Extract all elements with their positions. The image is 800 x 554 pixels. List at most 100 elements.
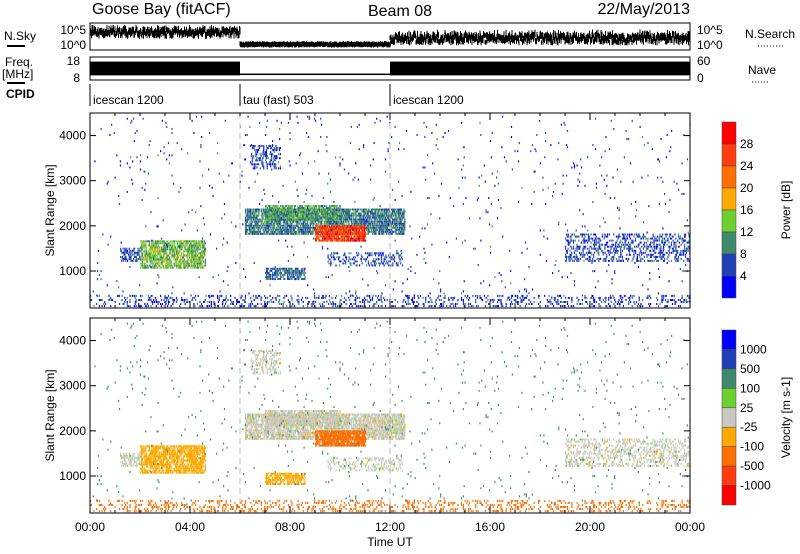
echo-cell — [307, 209, 309, 212]
echo-cell — [161, 256, 164, 259]
echo-cell — [283, 228, 285, 231]
echo-cell — [666, 243, 668, 246]
echo-cell — [204, 260, 206, 263]
echo-cell — [345, 218, 347, 221]
echo-cell — [385, 224, 387, 227]
echo-cell — [607, 245, 610, 248]
echo-cell — [293, 217, 296, 220]
echo-cell — [665, 235, 667, 238]
echo-cell — [634, 249, 636, 252]
echo-cell — [684, 247, 686, 250]
echo-cell — [279, 209, 281, 212]
echo-cell — [396, 224, 398, 227]
echo-cell — [203, 256, 205, 259]
echo-cell — [604, 247, 606, 250]
echo-cell — [178, 262, 180, 265]
echo-cell — [131, 251, 133, 254]
echo-cell — [366, 228, 368, 231]
echo-cell — [638, 243, 640, 246]
echo-cell — [289, 207, 291, 210]
echo-cell — [377, 208, 379, 211]
echo-cell — [278, 217, 280, 220]
echo-cell — [153, 246, 155, 249]
echo-cell — [199, 264, 201, 267]
echo-cell — [329, 205, 331, 208]
echo-cell — [363, 216, 365, 219]
echo-cell — [384, 212, 386, 215]
echo-cell — [304, 222, 306, 225]
echo-cell — [586, 233, 588, 236]
echo-cell — [573, 255, 575, 258]
echo-cell — [369, 222, 371, 225]
echo-cell — [308, 230, 311, 233]
echo-cell — [605, 257, 607, 260]
echo-cell — [279, 215, 282, 218]
echo-cell — [336, 213, 338, 216]
echo-cell — [153, 266, 155, 269]
echo-cell — [621, 249, 624, 252]
echo-cell — [342, 233, 344, 236]
echo-cell — [184, 242, 186, 245]
echo-cell — [203, 301, 205, 303]
echo-cell — [351, 228, 353, 231]
echo-cell — [167, 248, 169, 251]
echo-cell — [166, 242, 168, 245]
echo-cell — [632, 249, 634, 252]
echo-cell — [259, 218, 261, 221]
echo-cell — [290, 224, 292, 227]
echo-cell — [123, 253, 125, 256]
echo-cell — [355, 220, 357, 223]
echo-cell — [680, 243, 682, 246]
echo-cell — [387, 230, 389, 233]
echo-cell — [340, 225, 342, 228]
echo-cell — [362, 220, 364, 223]
echo-cell — [152, 264, 154, 267]
echo-cell — [322, 210, 324, 213]
echo-cell — [323, 229, 325, 232]
echo-cell — [270, 205, 272, 208]
echo-cell — [286, 217, 288, 220]
echo-cell — [402, 228, 404, 231]
echo-cell — [251, 163, 253, 166]
echo-cell — [161, 250, 163, 253]
echo-cell — [352, 231, 354, 234]
echo-cell — [129, 255, 131, 258]
echo-cell — [358, 214, 360, 217]
echo-cell — [336, 225, 339, 228]
echo-cell — [152, 260, 154, 263]
echo-cell — [582, 233, 584, 236]
echo-cell — [90, 294, 92, 297]
echo-cell — [261, 226, 263, 229]
echo-cell — [193, 256, 195, 259]
echo-cell — [222, 305, 224, 308]
echo-cell — [395, 232, 397, 235]
echo-cell — [201, 240, 203, 243]
echo-cell — [158, 250, 160, 253]
echo-cell — [327, 235, 329, 238]
echo-cell — [309, 209, 311, 212]
echo-cell — [305, 226, 307, 229]
echo-cell — [194, 244, 196, 247]
echo-cell — [584, 235, 586, 238]
echo-cell — [399, 222, 402, 225]
echo-cell — [157, 250, 159, 253]
echo-cell — [311, 232, 313, 235]
echo-cell — [388, 228, 390, 231]
echo-cell — [357, 214, 360, 217]
echo-cell — [681, 237, 683, 240]
echo-cell — [273, 155, 275, 158]
echo-cell — [315, 235, 318, 238]
echo-cell — [398, 232, 400, 235]
echo-cell — [363, 208, 365, 211]
echo-cell — [662, 253, 664, 256]
echo-cell — [352, 256, 355, 259]
echo-cell — [154, 256, 156, 259]
echo-cell — [276, 209, 278, 212]
echo-cell — [331, 227, 333, 230]
echo-cell — [315, 227, 317, 230]
echo-cell — [647, 237, 649, 240]
echo-cell — [581, 235, 583, 238]
echo-cell — [688, 245, 690, 248]
echo-cell — [318, 233, 320, 236]
echo-cell — [398, 230, 400, 233]
